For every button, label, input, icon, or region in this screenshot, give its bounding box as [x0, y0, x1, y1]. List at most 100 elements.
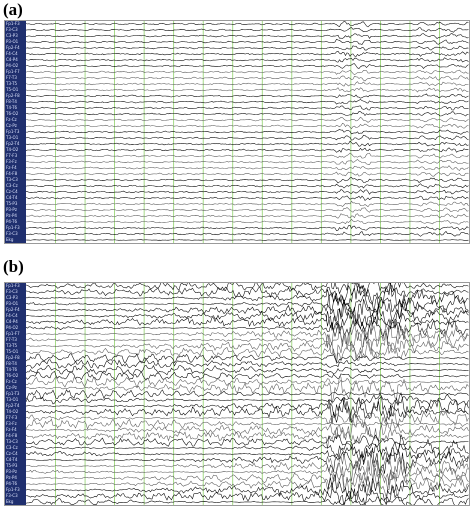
channel-label: C4-T4	[6, 457, 18, 462]
eeg-trace-p4-o2	[26, 63, 469, 69]
channel-label: T6-O2	[6, 111, 19, 116]
eeg-trace-ekg	[26, 239, 469, 241]
channel-label: Fz-Cz	[6, 379, 17, 384]
eeg-panel-a: Fp1-F3 F3-C3 C3-P3 P3-O1 Fp2-F4 F4-C4 C4-P4 P4-…	[4, 20, 470, 244]
channel-label-sidebar: Fp1-F3 F3-C3 C3-P3 P3-O1 Fp2-F4 F4-C4 C4-P4 P4-…	[5, 283, 26, 505]
channel-label: F4-C4	[6, 313, 18, 318]
eeg-trace-t3-t5	[26, 329, 469, 363]
eeg-trace-t4-t6	[26, 364, 469, 377]
channel-label: Fp2-F8	[6, 93, 20, 98]
eeg-trace-fp2-t4	[26, 140, 469, 147]
channel-label: F7-T3	[6, 337, 17, 342]
channel-label: Fp2-T4	[6, 403, 20, 408]
channel-label: T3-O1	[6, 397, 19, 402]
channel-label: F3-Fz	[6, 421, 17, 426]
eeg-trace-f3-c3	[26, 486, 469, 505]
eeg-trace-area	[26, 21, 469, 243]
eeg-trace-cz-pz	[26, 122, 469, 130]
eeg-trace-ekg	[26, 496, 469, 505]
channel-label: P4-O2	[6, 325, 19, 330]
eeg-trace-f3-c3	[26, 27, 469, 33]
channel-label: Fp1-F3	[6, 283, 20, 288]
eeg-trace-p3-o1	[26, 38, 469, 45]
eeg-trace-p3-o1	[26, 294, 469, 319]
eeg-trace-t3-c3	[26, 177, 469, 184]
eeg-trace-fz-f4	[26, 416, 469, 442]
channel-label: F7-F3	[6, 415, 18, 420]
eeg-trace-t3-t5	[26, 81, 469, 87]
eeg-trace-f4-c4	[26, 301, 469, 331]
channel-label: T3-C3	[6, 439, 18, 444]
eeg-trace-f8-t4	[26, 99, 469, 105]
eeg-trace-f4-f8	[26, 171, 469, 177]
panel-a-label: (a)	[3, 0, 23, 19]
eeg-trace-fz-f4	[26, 165, 469, 171]
channel-label: F3-C3	[6, 231, 18, 236]
eeg-trace-c4-t4	[26, 195, 469, 201]
eeg-trace-fz-cz	[26, 376, 469, 389]
channel-label: Cz-Pz	[6, 123, 17, 128]
eeg-trace-f7-t3	[26, 75, 469, 82]
eeg-trace-cz-c4	[26, 443, 469, 463]
channel-label: P4-T6	[6, 219, 18, 224]
channel-label: Fp1-F3	[6, 225, 20, 230]
channel-label: Cz-C4	[6, 189, 18, 194]
eeg-trace-f3-fz	[26, 418, 469, 430]
channel-label: Fp1-F7	[6, 331, 20, 336]
channel-label: P4-O2	[6, 63, 19, 68]
channel-label: Fz-F4	[6, 427, 17, 432]
channel-label: T4-T6	[6, 105, 18, 110]
eeg-trace-c3-cz	[26, 433, 469, 459]
channel-label: T6-O2	[6, 373, 19, 378]
channel-label: C3-Cz	[6, 183, 18, 188]
panel-b-label: (b)	[3, 257, 24, 276]
eeg-trace-t5-o1	[26, 87, 469, 93]
eeg-trace-c3-cz	[26, 183, 469, 189]
channel-label: F3-C3	[6, 289, 18, 294]
channel-label: C4-P4	[6, 319, 18, 324]
channel-label: F4-C4	[6, 51, 18, 56]
eeg-trace-t5-p3	[26, 200, 469, 208]
channel-label: T4-T6	[6, 367, 18, 372]
channel-label: T4-O2	[6, 409, 19, 414]
eeg-trace-c4-p4	[26, 311, 469, 338]
channel-label: F3-C3	[6, 493, 18, 498]
channel-label: Fp1-T3	[6, 391, 20, 396]
channel-label: C4-T4	[6, 195, 18, 200]
eeg-trace-fp2-f8	[26, 353, 469, 364]
channel-label: Fp1-T3	[6, 129, 20, 134]
channel-label: T5-O1	[6, 349, 19, 354]
channel-label: T4-O2	[6, 147, 19, 152]
eeg-trace-p4-o2	[26, 318, 469, 340]
eeg-trace-area	[26, 283, 469, 505]
eeg-trace-f3-c3	[26, 231, 469, 237]
eeg-trace-p3-pz	[26, 459, 469, 485]
channel-label: Fp1-F7	[6, 69, 20, 74]
channel-label: F3-C3	[6, 27, 18, 32]
eeg-trace-fp1-t3	[26, 389, 469, 400]
eeg-trace-pz-p4	[26, 213, 469, 219]
channel-label: C3-P3	[6, 295, 18, 300]
channel-label: F4-F8	[6, 433, 18, 438]
eeg-trace-t4-t6	[26, 105, 469, 111]
eeg-trace-t6-o2	[26, 111, 469, 117]
channel-label: Fp2-T4	[6, 141, 20, 146]
eeg-trace-f3-fz	[26, 159, 469, 165]
eeg-trace-fp1-f3	[26, 283, 469, 295]
eeg-trace-fp1-f3	[26, 474, 469, 503]
channel-label: P3-O1	[6, 301, 19, 306]
eeg-panel-b: Fp1-F3 F3-C3 C3-P3 P3-O1 Fp2-F4 F4-C4 C4-P4 P4-…	[4, 282, 470, 506]
eeg-trace-f4-c4	[26, 50, 469, 57]
channel-label: P3-O1	[6, 39, 19, 44]
channel-label: T3-T5	[6, 343, 18, 348]
eeg-traces-b	[26, 283, 469, 505]
eeg-trace-fp1-f7	[26, 319, 469, 350]
channel-label: Fp2-F4	[6, 307, 20, 312]
channel-label: C3-P3	[6, 33, 18, 38]
eeg-trace-fp1-t3	[26, 129, 469, 135]
channel-label: Fz-F4	[6, 165, 17, 170]
channel-label: F3-Fz	[6, 159, 17, 164]
channel-label: T3-C3	[6, 177, 18, 182]
channel-label: T3-O1	[6, 135, 19, 140]
channel-label: F4-F8	[6, 171, 18, 176]
